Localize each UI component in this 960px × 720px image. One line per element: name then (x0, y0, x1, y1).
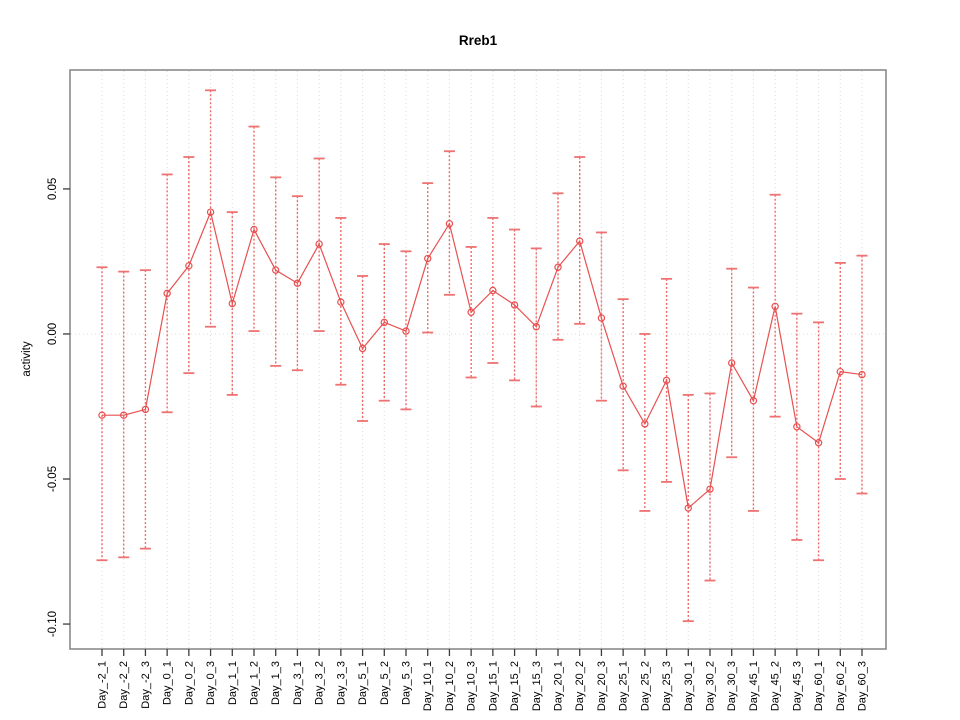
gridlines (101, 71, 863, 648)
plot-frame (69, 69, 887, 650)
x-tick-label: Day_45_3 (791, 661, 803, 711)
x-tick-label: Day_25_2 (639, 661, 651, 711)
data-point (576, 237, 584, 245)
data-point (771, 302, 779, 311)
data-point (141, 405, 150, 414)
data-point (706, 485, 714, 493)
data-point (597, 314, 606, 322)
x-tick-label: Day_1_3 (270, 661, 282, 705)
x-tick-label: Day_5_3 (401, 661, 413, 705)
x-tick-label: Day_5_2 (379, 661, 391, 705)
x-tick-label: Day_20_1 (553, 661, 565, 711)
data-point (337, 298, 345, 306)
data-point (120, 411, 128, 419)
x-tick-label: Day_0_2 (183, 661, 195, 705)
x-tick-label: Day_15_1 (487, 661, 499, 711)
chart-title: Rreb1 (458, 33, 498, 48)
x-tick-label: Day_30_2 (705, 661, 717, 711)
x-tick-label: Day_45_1 (748, 661, 760, 711)
data-point (510, 301, 519, 309)
data-point (424, 254, 432, 263)
data-point (206, 208, 215, 216)
x-tick-label: Day_10_1 (422, 661, 434, 711)
data-point (250, 225, 258, 234)
y-axis: 0.05 0.00 -0.05 -0.10 (47, 178, 70, 637)
x-tick-label: Day_45_2 (770, 661, 782, 711)
x-tick-label: Day_15_3 (531, 661, 543, 711)
data-point (380, 318, 388, 327)
x-tick-label: Day_-2_1 (97, 661, 109, 709)
data-point (228, 299, 236, 308)
x-tick-label: Day_60_1 (813, 661, 825, 711)
data-point (293, 279, 302, 287)
data-point (858, 370, 866, 379)
y-tick-label: -0.05 (47, 466, 59, 492)
x-tick-label: Day_-2_2 (118, 661, 130, 709)
x-tick-label: Day_3_1 (292, 661, 304, 705)
y-tick-label: -0.10 (47, 611, 59, 637)
data-point (554, 263, 562, 271)
x-tick-label: Day_-2_3 (140, 661, 152, 709)
x-tick-label: Day_10_3 (466, 661, 478, 711)
data-point (619, 382, 627, 390)
data-point (641, 420, 649, 428)
data-point (793, 423, 801, 431)
x-tick-label: Day_0_3 (205, 661, 217, 705)
data-series (102, 210, 863, 510)
data-point (358, 344, 367, 353)
error-bars (96, 89, 868, 623)
data-point (489, 286, 497, 295)
data-point (315, 240, 323, 248)
data-point (532, 323, 540, 331)
x-tick-label: Day_0_1 (162, 661, 174, 705)
data-point (445, 220, 454, 228)
data-point (728, 359, 736, 367)
x-tick-label: Day_20_3 (596, 661, 608, 711)
data-point (402, 327, 410, 335)
x-tick-label: Day_60_3 (857, 661, 869, 711)
data-point (185, 262, 193, 270)
data-point (163, 289, 171, 298)
data-points (98, 208, 866, 512)
data-point (272, 266, 280, 274)
y-tick-label: 0.00 (47, 323, 59, 345)
data-point (814, 439, 823, 447)
x-tick-label: Day_5_1 (357, 661, 369, 705)
x-tick-label: Day_1_2 (249, 661, 261, 705)
data-point (662, 376, 671, 385)
plot-box (69, 69, 887, 650)
data-point (684, 504, 692, 512)
x-tick-label: Day_60_2 (835, 661, 847, 711)
data-point (749, 396, 758, 405)
x-axis: Day_-2_1 Day_-2_2 Day_-2_3 Day_0_1 Day_0_2 Da… (97, 649, 869, 711)
y-tick-label: 0.05 (47, 178, 59, 200)
data-point (836, 367, 844, 376)
data-line (102, 210, 863, 510)
x-tick-label: Day_30_3 (726, 661, 738, 711)
x-tick-label: Day_3_3 (335, 661, 347, 705)
data-point (98, 411, 106, 419)
x-tick-label: Day_30_1 (683, 661, 695, 711)
x-tick-label: Day_1_1 (227, 661, 239, 705)
x-tick-label: Day_15_2 (509, 661, 521, 711)
x-tick-label: Day_3_2 (314, 661, 326, 705)
x-tick-label: Day_25_3 (661, 661, 673, 711)
x-tick-label: Day_10_2 (444, 661, 456, 711)
x-tick-label: Day_20_2 (574, 661, 586, 711)
data-point (467, 308, 475, 316)
x-tick-label: Day_25_1 (618, 661, 630, 711)
